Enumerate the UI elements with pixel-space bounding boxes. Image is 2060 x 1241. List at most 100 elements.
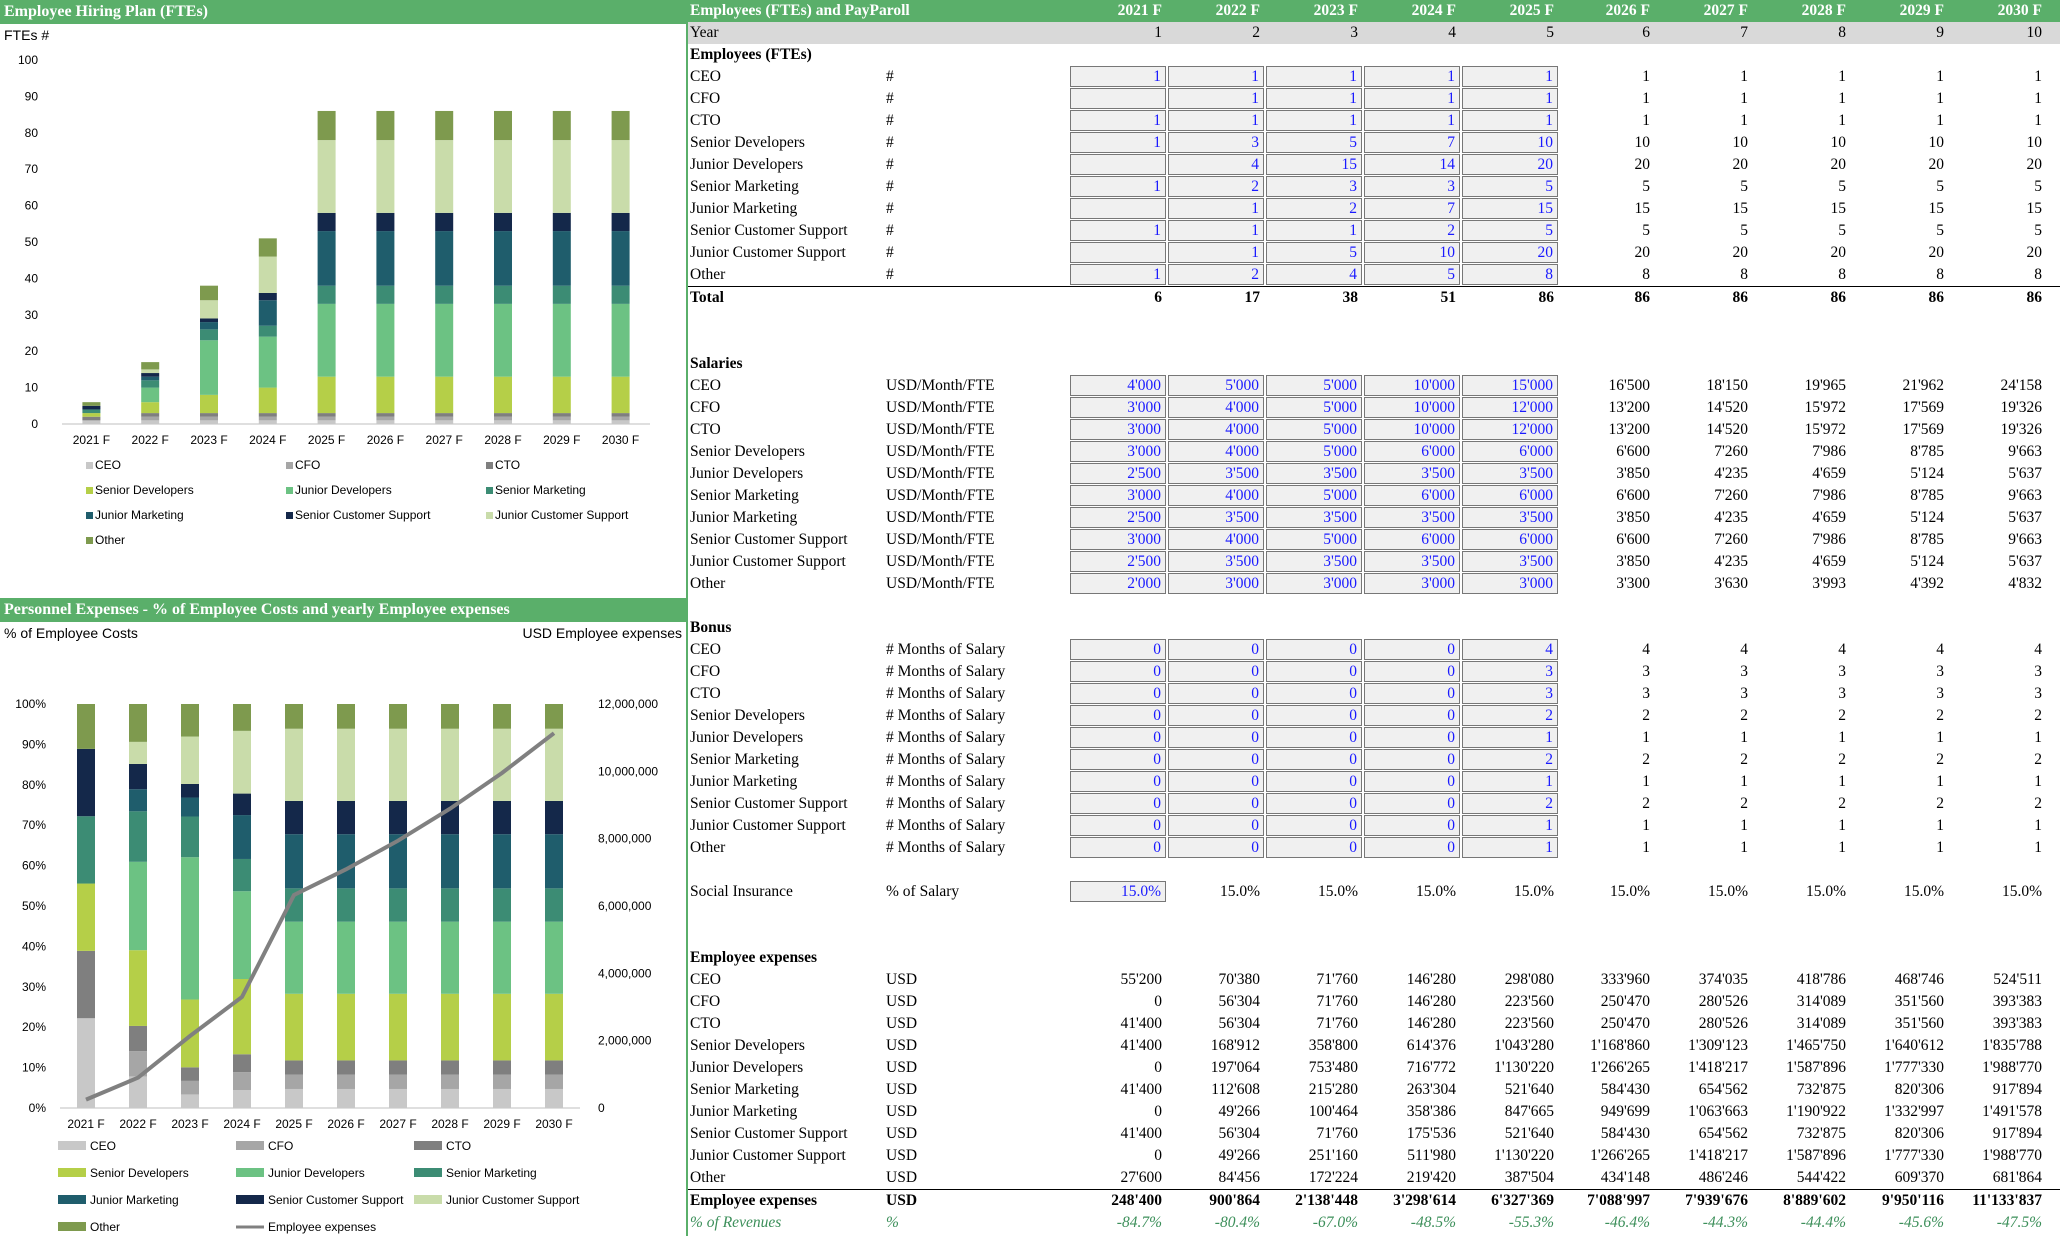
input-cell[interactable] [1070, 198, 1166, 219]
input-cell[interactable]: 15 [1462, 198, 1558, 219]
input-cell[interactable]: 6'000 [1364, 441, 1460, 462]
input-cell[interactable]: 8 [1462, 264, 1558, 285]
input-cell[interactable]: 1 [1070, 264, 1166, 285]
input-cell[interactable]: 5 [1266, 242, 1362, 263]
input-cell[interactable]: 5'000 [1266, 397, 1362, 418]
input-cell[interactable]: 0 [1364, 639, 1460, 660]
input-cell[interactable]: 0 [1364, 771, 1460, 792]
input-cell[interactable]: 0 [1266, 749, 1362, 770]
input-cell[interactable]: 1 [1070, 176, 1166, 197]
input-cell[interactable]: 1 [1266, 220, 1362, 241]
input-cell[interactable]: 6'000 [1364, 485, 1460, 506]
input-cell[interactable]: 6'000 [1364, 529, 1460, 550]
input-cell[interactable]: 4'000 [1070, 375, 1166, 396]
input-cell[interactable]: 1 [1070, 132, 1166, 153]
input-cell[interactable]: 3'000 [1070, 397, 1166, 418]
input-cell[interactable]: 1 [1168, 66, 1264, 87]
input-cell[interactable]: 2'000 [1070, 573, 1166, 594]
input-cell[interactable]: 5'000 [1266, 529, 1362, 550]
input-cell[interactable]: 3'000 [1364, 573, 1460, 594]
input-cell[interactable]: 1 [1462, 88, 1558, 109]
input-cell[interactable]: 5 [1462, 176, 1558, 197]
input-cell[interactable]: 6'000 [1462, 441, 1558, 462]
input-cell[interactable]: 0 [1364, 661, 1460, 682]
input-cell[interactable]: 0 [1070, 771, 1166, 792]
input-cell[interactable]: 2 [1462, 793, 1558, 814]
input-cell[interactable]: 10 [1364, 242, 1460, 263]
input-cell[interactable]: 0 [1070, 727, 1166, 748]
input-cell[interactable]: 0 [1266, 815, 1362, 836]
input-cell[interactable]: 2 [1364, 220, 1460, 241]
input-cell[interactable]: 4 [1462, 639, 1558, 660]
input-cell[interactable]: 3'000 [1070, 485, 1166, 506]
input-cell[interactable]: 1 [1462, 771, 1558, 792]
input-cell[interactable]: 0 [1168, 727, 1264, 748]
input-cell[interactable]: 10'000 [1364, 397, 1460, 418]
input-cell[interactable] [1070, 88, 1166, 109]
input-cell[interactable]: 0 [1070, 705, 1166, 726]
input-cell[interactable]: 2 [1462, 749, 1558, 770]
input-cell[interactable]: 0 [1266, 837, 1362, 858]
input-cell[interactable]: 4'000 [1168, 485, 1264, 506]
input-cell[interactable]: 2 [1168, 176, 1264, 197]
input-cell[interactable]: 3'500 [1364, 463, 1460, 484]
input-cell[interactable]: 1 [1070, 110, 1166, 131]
input-cell[interactable]: 12'000 [1462, 419, 1558, 440]
input-cell[interactable]: 0 [1266, 793, 1362, 814]
input-cell[interactable]: 0 [1070, 661, 1166, 682]
input-cell[interactable]: 0 [1266, 639, 1362, 660]
input-cell[interactable]: 3'000 [1266, 573, 1362, 594]
input-cell[interactable] [1070, 242, 1166, 263]
input-cell[interactable]: 5 [1266, 132, 1362, 153]
input-cell[interactable]: 0 [1168, 639, 1264, 660]
input-cell[interactable]: 1 [1364, 88, 1460, 109]
input-cell[interactable]: 15 [1266, 154, 1362, 175]
input-cell[interactable]: 3'500 [1168, 551, 1264, 572]
input-cell[interactable]: 3 [1168, 132, 1264, 153]
input-cell[interactable]: 0 [1364, 705, 1460, 726]
input-cell[interactable]: 0 [1070, 639, 1166, 660]
input-cell[interactable]: 4'000 [1168, 529, 1264, 550]
input-cell[interactable]: 0 [1168, 837, 1264, 858]
input-cell[interactable]: 5'000 [1168, 375, 1264, 396]
input-cell[interactable]: 4 [1266, 264, 1362, 285]
input-cell[interactable]: 5'000 [1266, 419, 1362, 440]
input-cell[interactable]: 5'000 [1266, 375, 1362, 396]
input-cell[interactable]: 1 [1462, 727, 1558, 748]
input-cell[interactable]: 0 [1070, 683, 1166, 704]
input-cell[interactable]: 2 [1266, 198, 1362, 219]
input-cell[interactable]: 10 [1462, 132, 1558, 153]
input-cell[interactable]: 3 [1462, 661, 1558, 682]
input-cell[interactable]: 0 [1266, 705, 1362, 726]
input-cell[interactable]: 0 [1364, 793, 1460, 814]
input-cell[interactable]: 0 [1266, 683, 1362, 704]
input-cell[interactable]: 0 [1168, 793, 1264, 814]
input-cell[interactable]: 1 [1070, 220, 1166, 241]
input-cell[interactable]: 2 [1462, 705, 1558, 726]
input-cell[interactable]: 10'000 [1364, 419, 1460, 440]
input-cell[interactable]: 2'500 [1070, 551, 1166, 572]
input-cell[interactable]: 10'000 [1364, 375, 1460, 396]
input-cell[interactable]: 4 [1168, 154, 1264, 175]
input-cell[interactable]: 0 [1168, 683, 1264, 704]
input-cell[interactable]: 3'000 [1168, 573, 1264, 594]
input-cell[interactable]: 3'500 [1364, 551, 1460, 572]
input-cell[interactable]: 1 [1364, 110, 1460, 131]
input-cell[interactable]: 2'500 [1070, 507, 1166, 528]
input-cell[interactable]: 3'500 [1266, 463, 1362, 484]
input-cell[interactable]: 4'000 [1168, 397, 1264, 418]
input-cell[interactable]: 1 [1070, 66, 1166, 87]
input-cell[interactable]: 1 [1462, 66, 1558, 87]
input-cell[interactable]: 15'000 [1462, 375, 1558, 396]
input-cell[interactable]: 3'500 [1266, 507, 1362, 528]
input-cell[interactable]: 0 [1364, 815, 1460, 836]
input-cell[interactable]: 0 [1168, 749, 1264, 770]
input-cell[interactable]: 5 [1462, 220, 1558, 241]
input-cell[interactable]: 1 [1168, 198, 1264, 219]
input-cell[interactable]: 3 [1266, 176, 1362, 197]
input-cell[interactable]: 0 [1070, 815, 1166, 836]
input-cell[interactable]: 1 [1266, 110, 1362, 131]
input-cell[interactable]: 7 [1364, 132, 1460, 153]
input-cell[interactable]: 0 [1168, 661, 1264, 682]
input-cell[interactable]: 3'000 [1070, 529, 1166, 550]
